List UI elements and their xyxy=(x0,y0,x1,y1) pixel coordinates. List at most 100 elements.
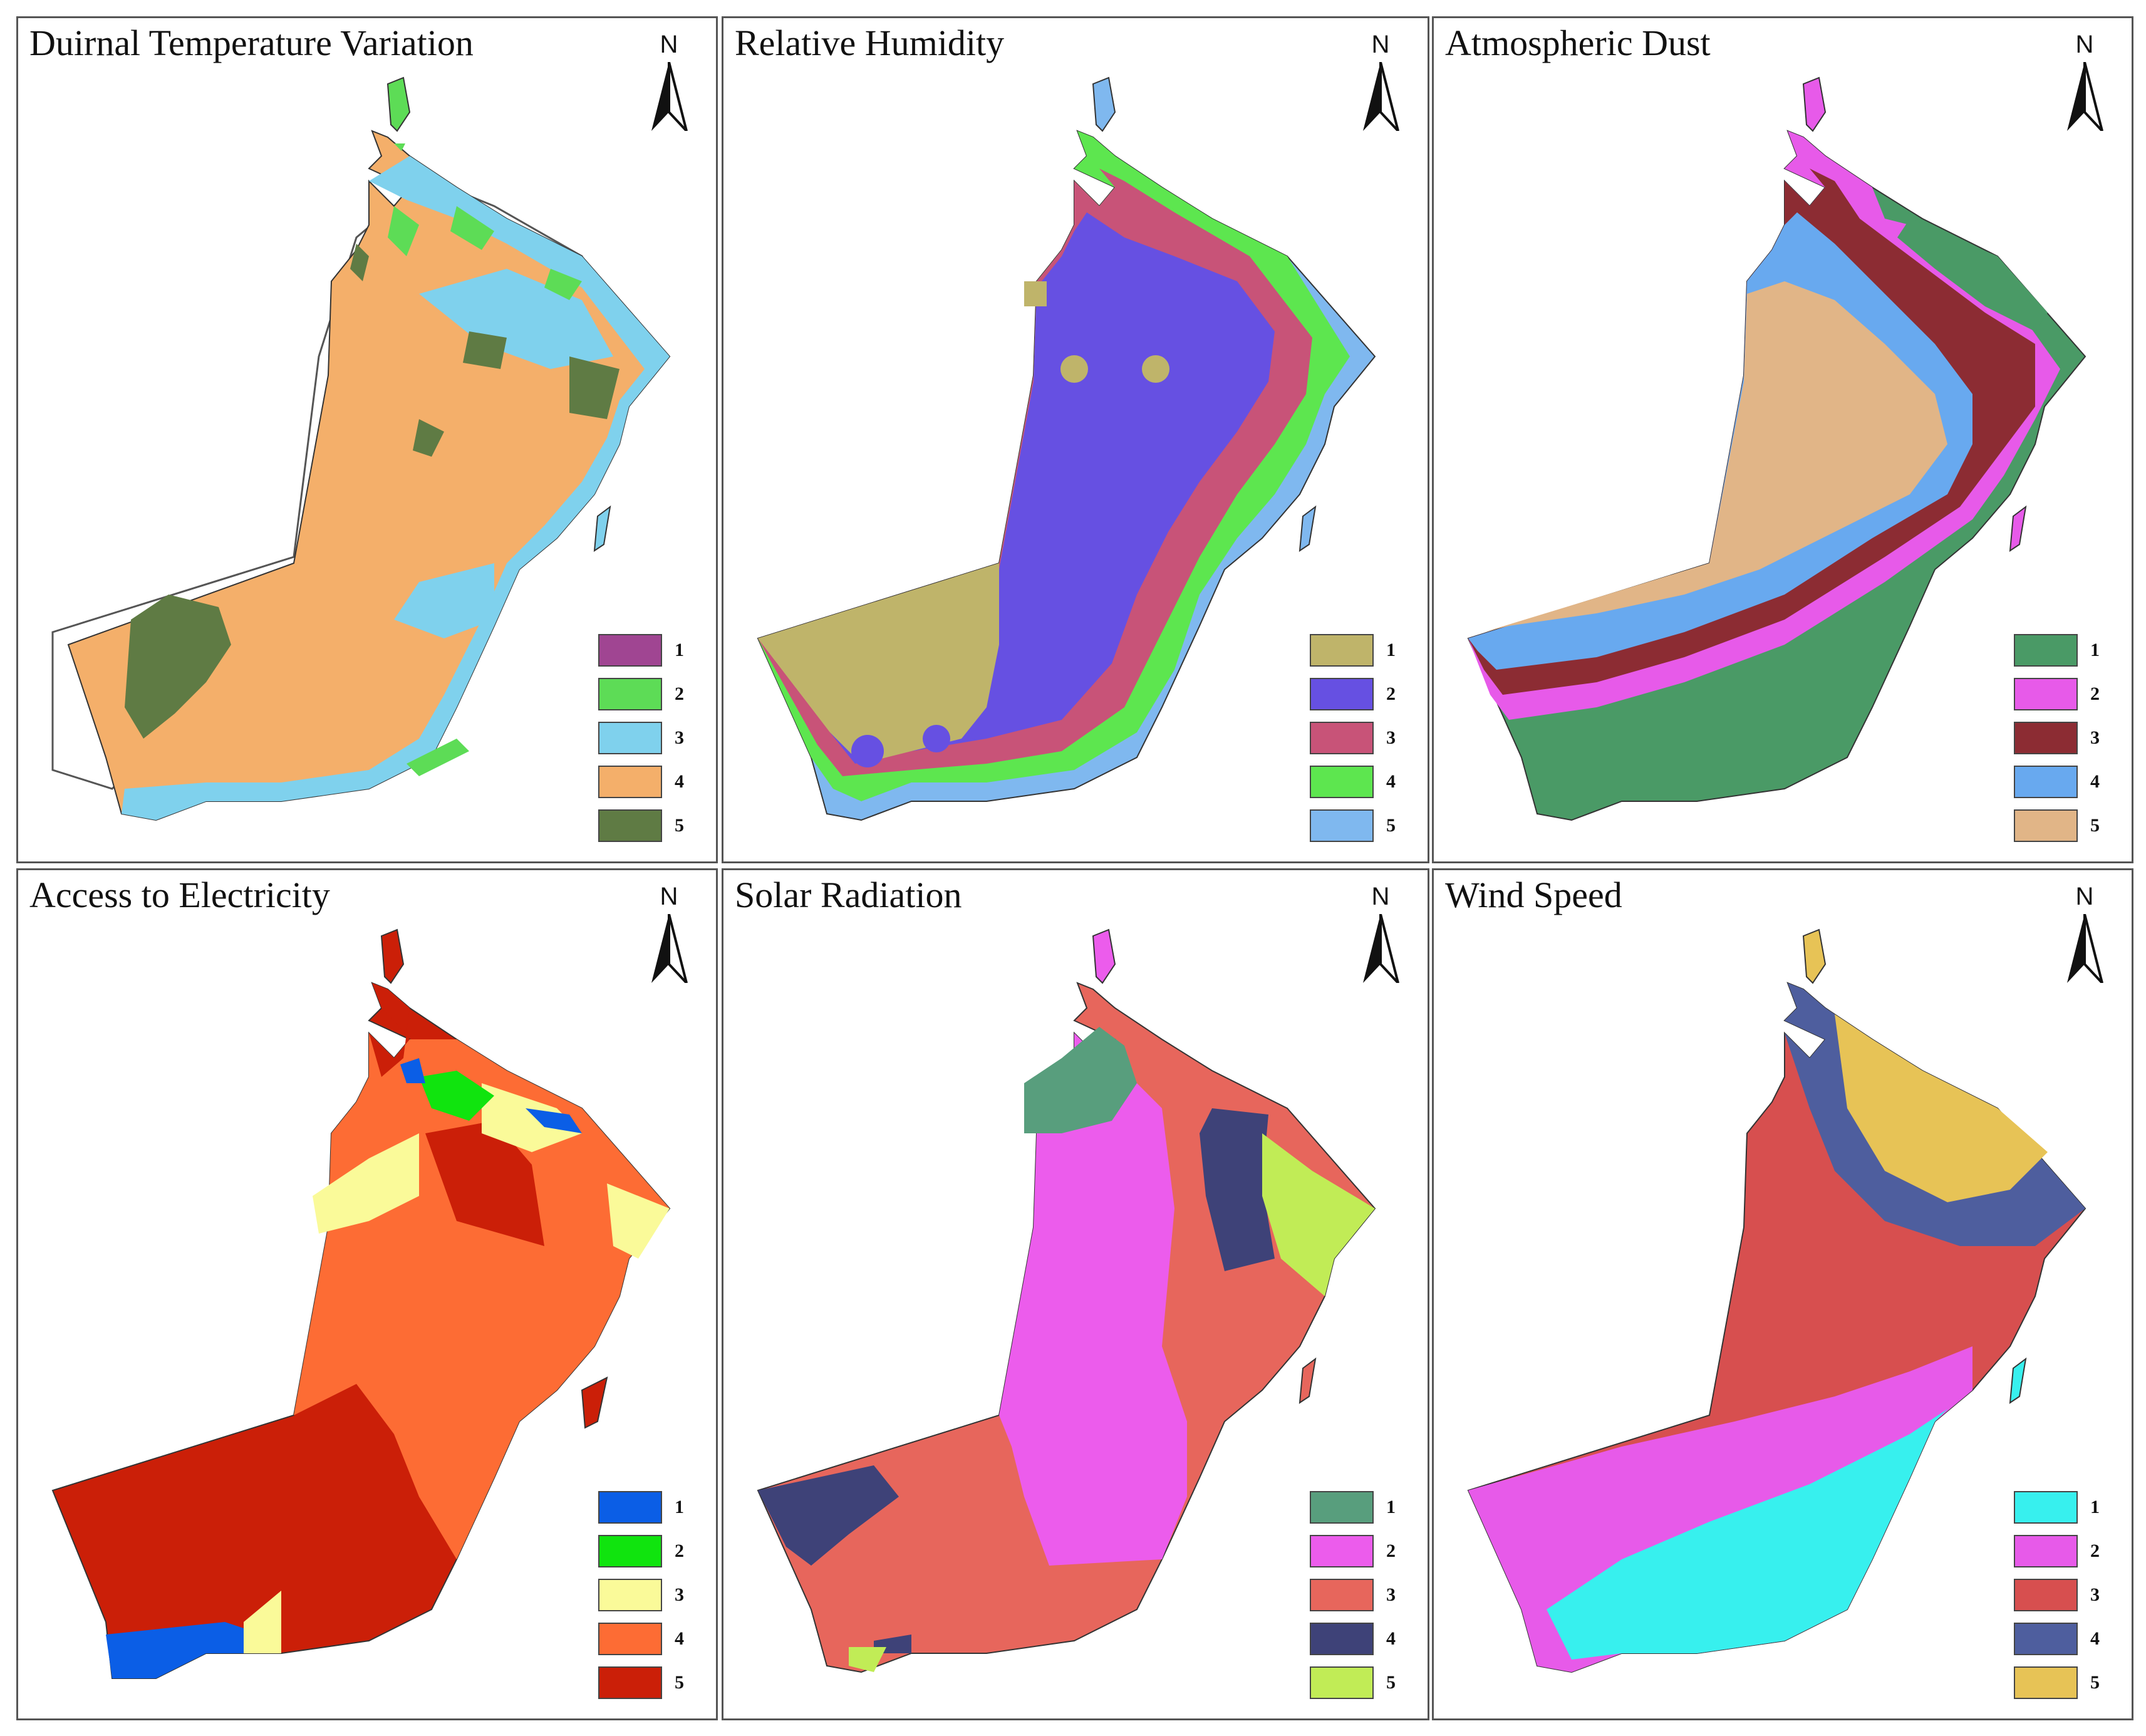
panel-title: Relative Humidity xyxy=(735,23,1005,63)
legend-item: 3 xyxy=(1310,1573,1410,1617)
legend-item: 5 xyxy=(598,1661,698,1705)
legend-swatch xyxy=(1310,1491,1374,1524)
north-arrow: N xyxy=(2056,31,2113,137)
legend-item: 1 xyxy=(598,1485,698,1529)
legend-label: 5 xyxy=(675,1672,684,1693)
legend-item: 1 xyxy=(1310,1485,1410,1529)
map-legend: 1 2 3 4 5 xyxy=(598,1485,698,1705)
map-panel-solar-radiation: Solar Radiation N 1 2 3 4 5 xyxy=(722,868,1429,1720)
legend-swatch xyxy=(2014,722,2078,754)
map-panel-relative-humidity: Relative Humidity N 1 2 3 4 5 xyxy=(722,16,1429,863)
legend-swatch xyxy=(598,809,662,842)
legend-item: 5 xyxy=(1310,1661,1410,1705)
legend-item: 4 xyxy=(2014,760,2114,804)
north-arrow: N xyxy=(1352,31,1409,137)
legend-swatch xyxy=(598,1535,662,1567)
legend-swatch xyxy=(2014,678,2078,710)
legend-swatch xyxy=(598,722,662,754)
legend-label: 1 xyxy=(675,640,684,660)
legend-item: 2 xyxy=(2014,1529,2114,1573)
legend-item: 2 xyxy=(1310,1529,1410,1573)
legend-item: 4 xyxy=(1310,760,1410,804)
map-panel-diurnal-temperature: Duirnal Temperature Variation N 1 2 3 4 xyxy=(16,16,718,863)
legend-label: 3 xyxy=(2090,1584,2100,1605)
map-panel-atmospheric-dust: Atmospheric Dust N 1 2 3 4 5 xyxy=(1432,16,2133,863)
legend-item: 5 xyxy=(2014,1661,2114,1705)
map-legend: 1 2 3 4 5 xyxy=(2014,1485,2114,1705)
legend-swatch xyxy=(2014,809,2078,842)
legend-swatch xyxy=(2014,1666,2078,1699)
legend-swatch xyxy=(1310,1623,1374,1655)
legend-swatch xyxy=(2014,1491,2078,1524)
legend-label: 2 xyxy=(2090,683,2100,704)
legend-swatch xyxy=(1310,766,1374,798)
north-label: N xyxy=(1371,31,1390,58)
legend-label: 1 xyxy=(675,1497,684,1517)
legend-label: 3 xyxy=(1386,1584,1396,1605)
panel-title: Atmospheric Dust xyxy=(1445,23,1711,63)
north-arrow: N xyxy=(2056,883,2113,989)
legend-swatch xyxy=(2014,1535,2078,1567)
legend-label: 3 xyxy=(1386,727,1396,748)
legend-label: 1 xyxy=(1386,1497,1396,1517)
legend-item: 5 xyxy=(2014,804,2114,848)
legend-item: 3 xyxy=(2014,1573,2114,1617)
north-arrow: N xyxy=(1352,883,1409,989)
legend-item: 1 xyxy=(2014,628,2114,672)
legend-label: 5 xyxy=(1386,815,1396,836)
panel-title: Solar Radiation xyxy=(735,875,962,915)
legend-item: 5 xyxy=(598,804,698,848)
map-legend: 1 2 3 4 5 xyxy=(1310,1485,1410,1705)
legend-item: 4 xyxy=(2014,1617,2114,1661)
legend-item: 2 xyxy=(1310,672,1410,716)
legend-swatch xyxy=(598,1491,662,1524)
legend-label: 3 xyxy=(675,1584,684,1605)
legend-swatch xyxy=(1310,634,1374,667)
legend-item: 3 xyxy=(2014,716,2114,760)
legend-swatch xyxy=(2014,1623,2078,1655)
legend-item: 2 xyxy=(2014,672,2114,716)
legend-label: 4 xyxy=(1386,771,1396,792)
legend-label: 3 xyxy=(2090,727,2100,748)
legend-item: 3 xyxy=(598,1573,698,1617)
legend-item: 4 xyxy=(598,760,698,804)
legend-label: 3 xyxy=(675,727,684,748)
legend-swatch xyxy=(598,678,662,710)
north-arrow: N xyxy=(641,883,697,989)
legend-item: 5 xyxy=(1310,804,1410,848)
legend-swatch xyxy=(2014,634,2078,667)
legend-item: 4 xyxy=(598,1617,698,1661)
legend-label: 1 xyxy=(1386,640,1396,660)
map-panel-wind-speed: Wind Speed N 1 2 3 4 5 xyxy=(1432,868,2133,1720)
legend-item: 2 xyxy=(598,672,698,716)
legend-swatch xyxy=(2014,766,2078,798)
north-arrow: N xyxy=(641,31,697,137)
legend-swatch xyxy=(598,634,662,667)
oman-map xyxy=(51,928,671,1679)
legend-swatch xyxy=(1310,1579,1374,1611)
legend-label: 5 xyxy=(2090,1672,2100,1693)
legend-swatch xyxy=(1310,678,1374,710)
legend-label: 2 xyxy=(1386,1541,1396,1561)
legend-label: 4 xyxy=(675,771,684,792)
oman-map xyxy=(757,76,1376,821)
map-legend: 1 2 3 4 5 xyxy=(598,628,698,848)
legend-label: 1 xyxy=(2090,1497,2100,1517)
legend-label: 4 xyxy=(2090,1628,2100,1649)
legend-item: 4 xyxy=(1310,1617,1410,1661)
legend-swatch xyxy=(2014,1579,2078,1611)
legend-swatch xyxy=(598,1579,662,1611)
north-label: N xyxy=(2075,31,2094,58)
panel-title: Duirnal Temperature Variation xyxy=(29,23,474,63)
legend-swatch xyxy=(598,1623,662,1655)
north-label: N xyxy=(660,883,678,910)
legend-label: 5 xyxy=(675,815,684,836)
map-panel-access-to-electricity: Access to Electricity N 1 2 3 4 5 xyxy=(16,868,718,1720)
oman-map xyxy=(757,928,1376,1673)
legend-label: 2 xyxy=(675,1541,684,1561)
legend-label: 2 xyxy=(675,683,684,704)
legend-swatch xyxy=(598,766,662,798)
legend-item: 3 xyxy=(1310,716,1410,760)
legend-label: 5 xyxy=(1386,1672,1396,1693)
oman-map xyxy=(51,76,671,821)
